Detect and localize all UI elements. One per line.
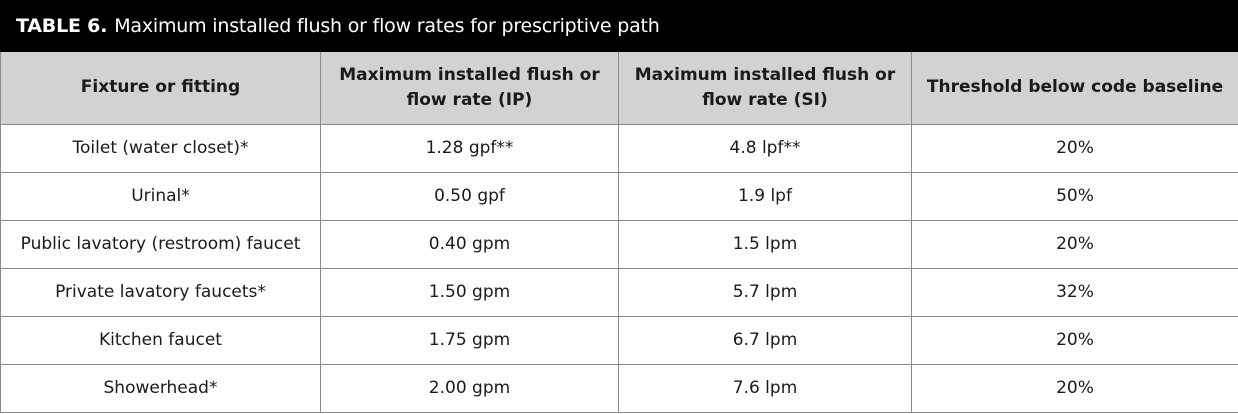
table-row: Private lavatory faucets* 1.50 gpm 5.7 l…	[0, 267, 1238, 317]
cell-ip-rate: 1.75 gpm	[320, 315, 619, 365]
cell-fixture: Toilet (water closet)*	[0, 123, 321, 173]
cell-si-rate: 6.7 lpm	[618, 315, 912, 365]
cell-threshold: 20%	[911, 123, 1238, 173]
cell-threshold: 20%	[911, 219, 1238, 269]
table-title-bar: TABLE 6. Maximum installed flush or flow…	[0, 0, 1238, 52]
cell-fixture: Urinal*	[0, 171, 321, 221]
table-row: Public lavatory (restroom) faucet 0.40 g…	[0, 219, 1238, 269]
cell-ip-rate: 0.50 gpf	[320, 171, 619, 221]
cell-threshold: 20%	[911, 363, 1238, 413]
cell-si-rate: 1.9 lpf	[618, 171, 912, 221]
cell-threshold: 20%	[911, 315, 1238, 365]
table-header-row: Fixture or fitting Maximum installed flu…	[0, 52, 1238, 125]
cell-si-rate: 7.6 lpm	[618, 363, 912, 413]
cell-fixture: Private lavatory faucets*	[0, 267, 321, 317]
cell-si-rate: 5.7 lpm	[618, 267, 912, 317]
cell-fixture: Public lavatory (restroom) faucet	[0, 219, 321, 269]
table-row: Kitchen faucet 1.75 gpm 6.7 lpm 20%	[0, 315, 1238, 365]
cell-threshold: 32%	[911, 267, 1238, 317]
column-header-ip-rate: Maximum installed flush or flow rate (IP…	[320, 52, 619, 125]
table-row: Urinal* 0.50 gpf 1.9 lpf 50%	[0, 171, 1238, 221]
table-caption: Maximum installed flush or flow rates fo…	[114, 15, 660, 37]
cell-fixture: Kitchen faucet	[0, 315, 321, 365]
column-header-fixture: Fixture or fitting	[0, 52, 321, 125]
cell-ip-rate: 0.40 gpm	[320, 219, 619, 269]
cell-ip-rate: 2.00 gpm	[320, 363, 619, 413]
column-header-si-rate: Maximum installed flush or flow rate (SI…	[618, 52, 912, 125]
cell-ip-rate: 1.28 gpf**	[320, 123, 619, 173]
column-header-threshold: Threshold below code baseline	[911, 52, 1238, 125]
table-row: Toilet (water closet)* 1.28 gpf** 4.8 lp…	[0, 123, 1238, 173]
cell-si-rate: 4.8 lpf**	[618, 123, 912, 173]
cell-ip-rate: 1.50 gpm	[320, 267, 619, 317]
flow-rates-table: Fixture or fitting Maximum installed flu…	[0, 52, 1238, 413]
cell-threshold: 50%	[911, 171, 1238, 221]
cell-si-rate: 1.5 lpm	[618, 219, 912, 269]
table-number: TABLE 6.	[16, 15, 108, 37]
cell-fixture: Showerhead*	[0, 363, 321, 413]
table-row: Showerhead* 2.00 gpm 7.6 lpm 20%	[0, 363, 1238, 413]
